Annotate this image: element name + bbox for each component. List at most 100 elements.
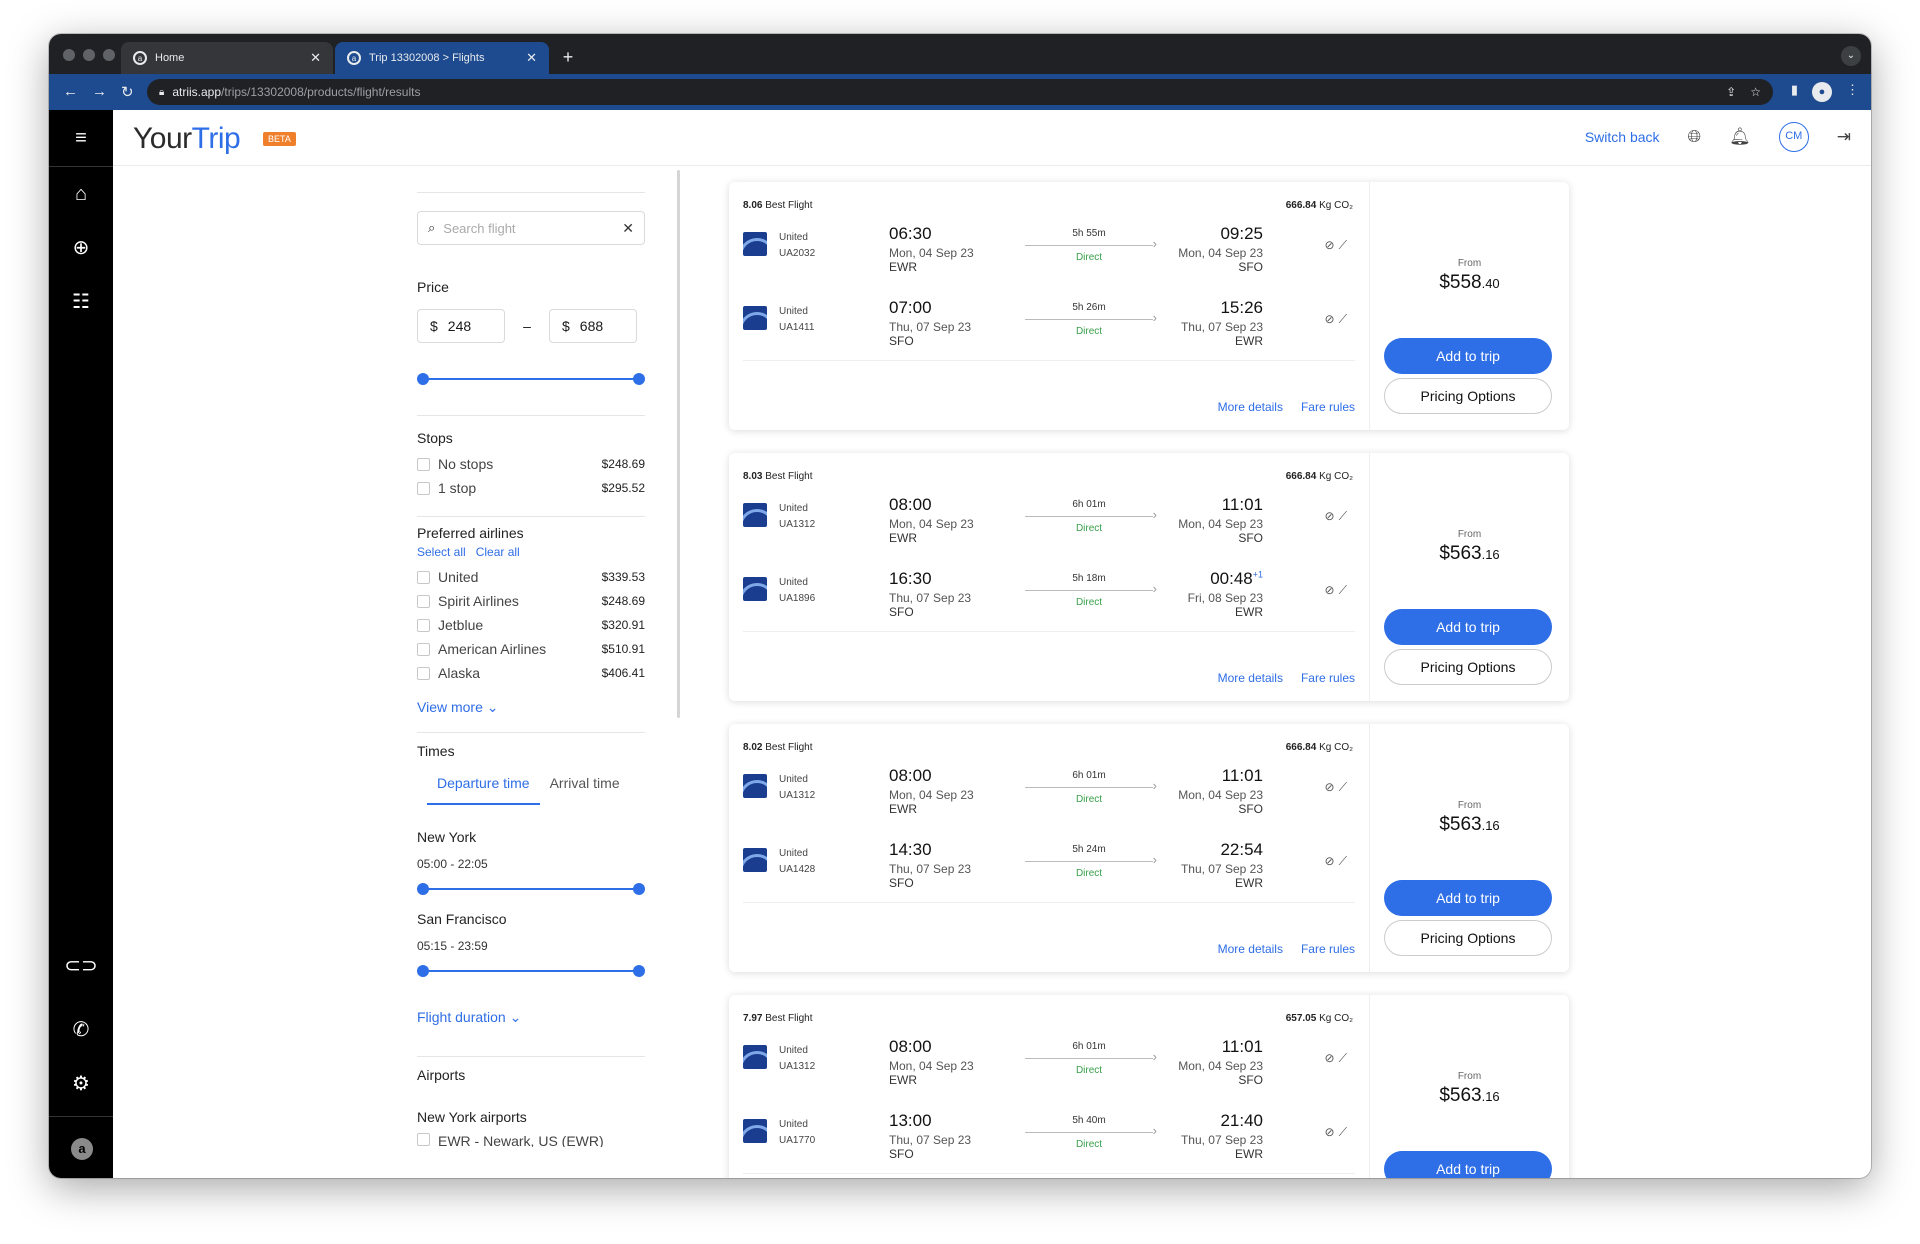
bookmark-star-icon[interactable]: ☆ xyxy=(1750,85,1761,99)
view-more-link[interactable]: View more ⌄ xyxy=(417,699,645,716)
tab-arrival-time[interactable]: Arrival time xyxy=(549,775,620,791)
globe-icon[interactable]: 🌐︎ xyxy=(1687,127,1702,146)
hamburger-icon[interactable]: ≡ xyxy=(75,127,87,149)
tab-close-icon[interactable]: ✕ xyxy=(526,50,537,65)
fare-rules-link[interactable]: Fare rules xyxy=(1300,671,1355,685)
avatar[interactable]: CM xyxy=(1778,122,1809,152)
airline-option[interactable]: American Airlines $510.91 xyxy=(417,637,645,661)
add-to-trip-button[interactable]: Add to trip xyxy=(1384,1151,1552,1178)
price-min-input[interactable]: $248 xyxy=(417,309,505,343)
departure-time-slider[interactable] xyxy=(417,883,645,895)
checkbox[interactable] xyxy=(417,594,430,608)
url-input[interactable]: 🔒︎ atriis.app/trips/13302008/products/fl… xyxy=(147,79,1773,105)
route-line xyxy=(1025,852,1157,867)
stops-option[interactable]: No stops $248.69 xyxy=(417,452,645,476)
currency-symbol: $ xyxy=(430,318,438,334)
stops-title: Stops xyxy=(417,430,453,446)
tab-close-icon[interactable]: ✕ xyxy=(310,50,321,65)
airline-name: United xyxy=(779,306,808,317)
stops-label: Direct xyxy=(1075,868,1103,879)
departure-date: Mon, 04 Sep 23 xyxy=(889,246,974,260)
plus-circle-icon[interactable]: ⊕ xyxy=(72,237,90,259)
forward-icon[interactable]: → xyxy=(92,83,107,100)
more-details-link[interactable]: More details xyxy=(1217,400,1283,414)
atriis-logo-icon[interactable]: a xyxy=(71,1138,93,1160)
add-to-trip-button[interactable]: Add to trip xyxy=(1384,880,1552,916)
tab-bar: a Home ✕ a Trip 13302008 > Flights ✕ + ⌄ xyxy=(49,34,1871,74)
switch-back-link[interactable]: Switch back xyxy=(1584,129,1660,145)
share-icon[interactable]: ⇪ xyxy=(1726,85,1737,99)
slider-handle-max[interactable] xyxy=(633,373,645,385)
checkbox[interactable] xyxy=(417,666,430,680)
add-to-trip-button[interactable]: Add to trip xyxy=(1384,338,1552,374)
arrival-date: Mon, 04 Sep 23 xyxy=(1178,788,1263,802)
checkbox[interactable] xyxy=(417,481,430,495)
flight-duration-toggle[interactable]: Flight duration ⌄ xyxy=(417,1009,645,1026)
reload-icon[interactable]: ↻ xyxy=(121,84,134,101)
home-icon[interactable]: ⌂ xyxy=(74,183,88,205)
leg-separator xyxy=(743,1173,1355,1174)
fare-rules-link[interactable]: Fare rules xyxy=(1300,400,1355,414)
side-panel-icon[interactable]: ▮ xyxy=(1790,82,1798,97)
arrival-airport: SFO xyxy=(1238,1073,1263,1087)
airport-option[interactable]: EWR - Newark, US (EWR) xyxy=(417,1133,645,1147)
tab-departure-time[interactable]: Departure time xyxy=(427,775,540,805)
flight-result-card: 7.97 Best Flight 657.05 Kg CO₂ United UA1… xyxy=(729,995,1569,1178)
checkbox[interactable] xyxy=(417,570,430,584)
profile-icon[interactable]: ● xyxy=(1812,82,1832,102)
checkbox[interactable] xyxy=(417,1133,430,1146)
phone-icon[interactable]: ✆ xyxy=(72,1019,90,1041)
slider-handle-min[interactable] xyxy=(417,883,429,895)
option-label: 1 stop xyxy=(438,480,477,496)
new-tab-button[interactable]: + xyxy=(562,47,574,67)
airline-option[interactable]: Spirit Airlines $248.69 xyxy=(417,589,645,613)
price-slider[interactable] xyxy=(417,373,645,385)
browser-tab-home[interactable]: a Home ✕ xyxy=(121,42,333,74)
departure-city: New York xyxy=(417,829,477,845)
arrival-airport: EWR xyxy=(1235,605,1263,619)
browser-menu-icon[interactable]: ⋮ xyxy=(1846,82,1859,97)
tab-search-icon[interactable]: ⌄ xyxy=(1841,46,1861,66)
slider-handle-min[interactable] xyxy=(417,373,429,385)
minimize-window-button[interactable] xyxy=(83,49,95,61)
brand-logo[interactable]: YourTrip xyxy=(133,122,241,156)
slider-handle-max[interactable] xyxy=(633,965,645,977)
no-wifi-icon: ⊘ xyxy=(1324,509,1339,523)
select-all-link[interactable]: Select all xyxy=(417,545,466,559)
price-max-input[interactable]: $688 xyxy=(549,309,637,343)
link-icon[interactable]: ⊂⊃ xyxy=(64,955,98,977)
stops-option[interactable]: 1 stop $295.52 xyxy=(417,476,645,500)
fare-rules-link[interactable]: Fare rules xyxy=(1300,942,1355,956)
bell-icon[interactable]: 🔔︎ xyxy=(1729,127,1751,146)
search-flight-input[interactable]: ⌕ Search flight ✕ xyxy=(417,211,645,245)
filters-scrollbar[interactable] xyxy=(677,170,680,718)
pricing-options-button[interactable]: Pricing Options xyxy=(1384,920,1552,956)
back-icon[interactable]: ← xyxy=(63,83,78,100)
maximize-window-button[interactable] xyxy=(103,49,115,61)
airline-name: United xyxy=(779,774,808,785)
airline-option[interactable]: Alaska $406.41 xyxy=(417,661,645,685)
airline-option[interactable]: Jetblue $320.91 xyxy=(417,613,645,637)
more-details-link[interactable]: More details xyxy=(1217,942,1283,956)
add-to-trip-button[interactable]: Add to trip xyxy=(1384,609,1552,645)
browser-tab-flights[interactable]: a Trip 13302008 > Flights ✕ xyxy=(335,42,549,74)
list-icon[interactable]: ☷ xyxy=(72,291,90,313)
clear-all-link[interactable]: Clear all xyxy=(475,545,520,559)
logout-icon[interactable]: ⇥ xyxy=(1836,127,1851,146)
clear-search-icon[interactable]: ✕ xyxy=(622,219,634,236)
checkbox[interactable] xyxy=(417,457,430,471)
departure-time: 08:00 xyxy=(889,766,932,785)
pricing-options-button[interactable]: Pricing Options xyxy=(1384,378,1552,414)
gear-icon[interactable]: ⚙ xyxy=(72,1073,90,1095)
checkbox[interactable] xyxy=(417,642,430,656)
checkbox[interactable] xyxy=(417,618,430,632)
airline-option[interactable]: United $339.53 xyxy=(417,565,645,589)
more-details-link[interactable]: More details xyxy=(1217,671,1283,685)
price-main: $563 xyxy=(1439,543,1482,564)
slider-handle-max[interactable] xyxy=(633,883,645,895)
pricing-options-button[interactable]: Pricing Options xyxy=(1384,649,1552,685)
arrival-time-slider[interactable] xyxy=(417,965,645,977)
airline-info: United UA1312 xyxy=(779,501,815,533)
close-window-button[interactable] xyxy=(63,49,75,61)
slider-handle-min[interactable] xyxy=(417,965,429,977)
